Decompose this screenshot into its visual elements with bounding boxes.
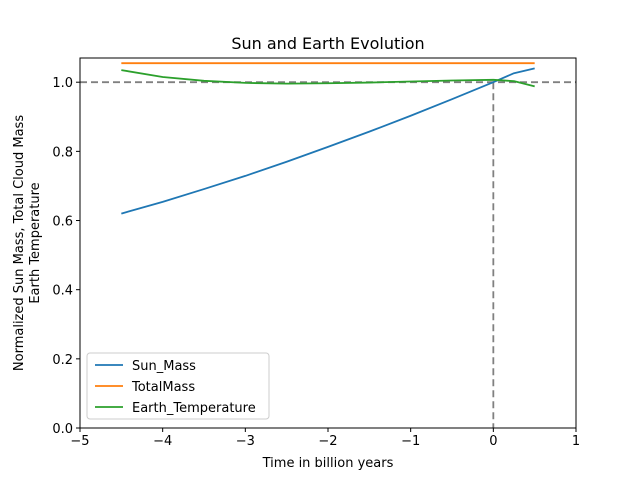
legend-label-sun-mass: Sun_Mass: [132, 359, 196, 374]
y-tick-label: 0.6: [52, 215, 73, 230]
x-tick-label: −1: [401, 434, 420, 449]
x-axis-ticks: −5 −4 −3 −2 −1 0 1: [70, 428, 580, 449]
legend-label-total-mass: TotalMass: [131, 380, 195, 395]
y-axis-label: Normalized Sun Mass, Total Cloud Mass Ea…: [12, 115, 43, 371]
legend-label-earth-temperature: Earth_Temperature: [132, 401, 256, 416]
y-axis-label-line-1: Normalized Sun Mass, Total Cloud Mass: [12, 115, 27, 371]
x-tick-label: −2: [318, 434, 337, 449]
x-tick-label: −3: [236, 434, 255, 449]
x-axis-label: Time in billion years: [262, 456, 394, 471]
x-tick-label: 1: [572, 434, 580, 449]
legend: Sun_Mass TotalMass Earth_Temperature: [86, 352, 270, 420]
x-tick-label: −5: [70, 434, 89, 449]
x-tick-label: −4: [153, 434, 172, 449]
y-axis-label-line-2: Earth Temperature: [28, 182, 43, 303]
y-tick-label: 0.4: [52, 284, 73, 299]
y-tick-label: 1.0: [52, 76, 73, 91]
x-tick-label: 0: [489, 434, 497, 449]
y-axis-ticks: 0.0 0.2 0.4 0.6 0.8 1.0: [52, 76, 80, 437]
legend-box: [86, 352, 270, 420]
y-tick-label: 0.2: [52, 353, 73, 368]
y-tick-label: 0.0: [52, 422, 73, 437]
series-line-earth-temperature: [121, 69, 535, 88]
y-tick-label: 0.8: [52, 145, 73, 160]
series-lines: [121, 62, 535, 215]
chart-title: Sun and Earth Evolution: [231, 34, 424, 53]
